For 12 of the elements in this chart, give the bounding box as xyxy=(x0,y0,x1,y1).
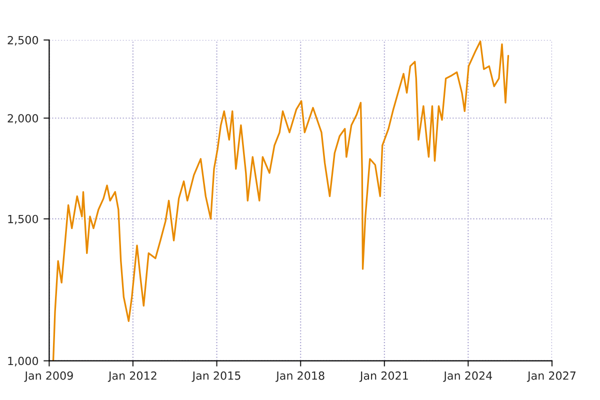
x-tick-label: Jan 2012 xyxy=(108,371,156,382)
y-tick-label: 2,500 xyxy=(8,36,38,46)
x-tick-label: Jan 2024 xyxy=(443,371,492,382)
x-tick-label: Jan 2027 xyxy=(526,371,576,382)
x-tick-label: Jan 2015 xyxy=(192,371,240,382)
y-tick-label: 1,000 xyxy=(8,356,38,366)
x-tick-label: Jan 2018 xyxy=(276,371,324,382)
line-series xyxy=(52,40,510,361)
y-tick-label: 2,000 xyxy=(8,114,38,124)
x-tick-label: Jan 2009 xyxy=(24,371,73,382)
y-tick-label: 1,500 xyxy=(8,214,38,224)
x-tick-label: Jan 2021 xyxy=(359,371,408,382)
